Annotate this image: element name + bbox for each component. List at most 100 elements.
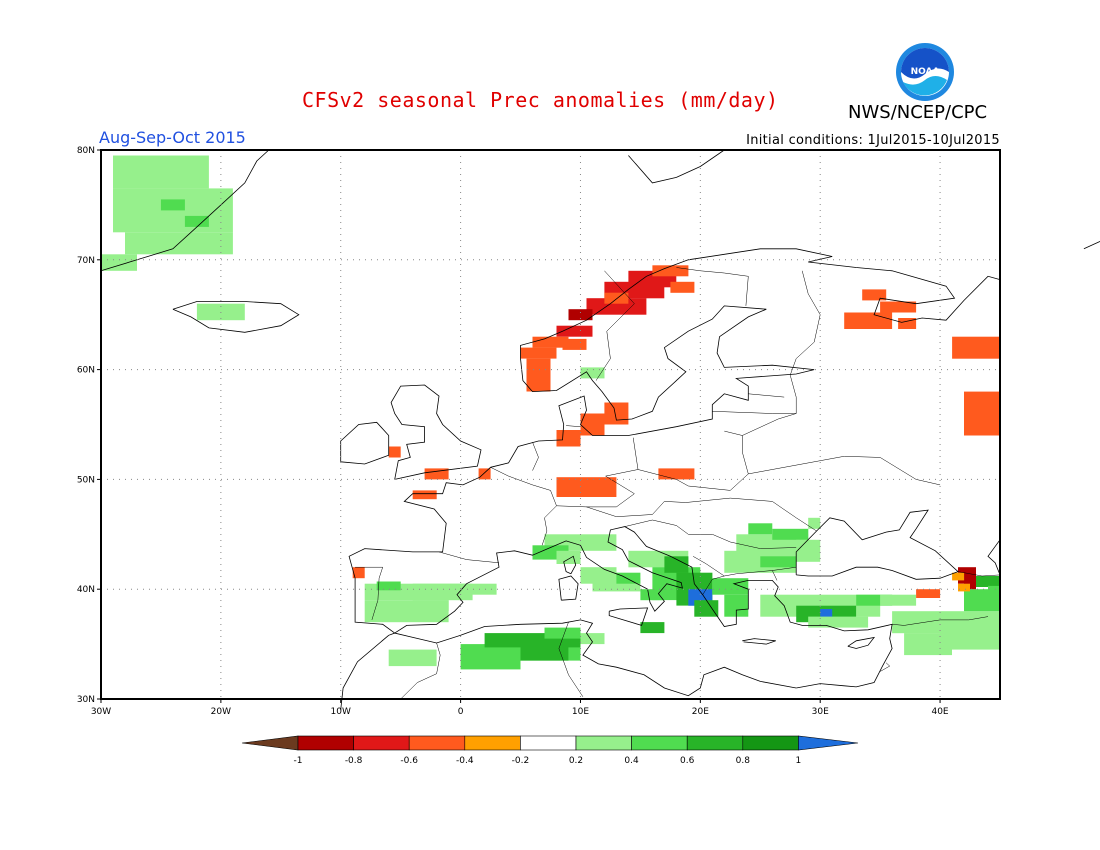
anomaly-cell — [526, 358, 551, 392]
anomaly-cell — [820, 609, 833, 620]
colorbar-swatch — [297, 735, 354, 751]
coastline — [390, 384, 482, 480]
anomaly-cell — [694, 600, 719, 617]
colorbar-swatch — [798, 735, 859, 751]
coastline — [1083, 240, 1100, 250]
anomaly-cell — [748, 523, 773, 535]
anomaly-cell — [658, 468, 695, 480]
anomaly-cell — [844, 312, 893, 329]
anomaly-cell — [664, 556, 689, 573]
lon-label: 10E — [572, 707, 589, 717]
season-label: Aug-Sep-Oct 2015 — [99, 128, 246, 147]
national-border — [730, 497, 817, 532]
anomaly-cell — [862, 289, 887, 301]
anomaly-cell — [604, 402, 629, 425]
anomaly-cell — [670, 281, 695, 293]
colorbar-label: 0.6 — [680, 756, 695, 766]
lat-label: 80N — [77, 146, 95, 156]
colorbar-swatch — [575, 735, 632, 751]
colorbar-swatch — [353, 735, 410, 751]
anomaly-cell — [586, 298, 647, 315]
colorbar-label: -0.8 — [345, 756, 363, 766]
anomaly-cell — [940, 627, 1000, 650]
lon-label: 30W — [91, 707, 111, 717]
colorbar-label: -0.6 — [400, 756, 418, 766]
anomaly-cell — [898, 318, 917, 329]
anomaly-cell — [113, 155, 209, 189]
anomaly-cell — [562, 338, 587, 350]
anomaly-cell — [760, 556, 797, 568]
colorbar-label: -1 — [294, 756, 303, 766]
lat-label: 30N — [77, 695, 95, 705]
anomaly-cell — [952, 572, 965, 581]
national-border — [566, 425, 581, 427]
coastline — [847, 636, 876, 649]
colorbar-label: 0.2 — [569, 756, 583, 766]
coastline — [100, 149, 270, 272]
lon-label: 0 — [458, 707, 464, 717]
anomaly-cell — [101, 254, 137, 271]
anomaly-cell — [376, 581, 401, 591]
anomaly-cell — [808, 517, 821, 529]
anomaly-cell — [424, 468, 449, 480]
colorbar-label: 0.4 — [624, 756, 639, 766]
coastline — [987, 539, 1001, 576]
anomaly-cell — [352, 567, 365, 579]
national-border — [879, 662, 891, 672]
anomaly-cell — [808, 616, 869, 628]
anomaly-cell — [904, 633, 952, 656]
coastline — [340, 619, 797, 711]
anomaly-cell — [196, 303, 245, 321]
noaa-logo-icon: NOAA — [896, 43, 954, 101]
national-border — [692, 556, 725, 595]
coastline — [340, 421, 390, 465]
anomaly-cell — [412, 490, 437, 500]
lon-label: 10W — [331, 707, 351, 717]
lat-label: 50N — [77, 475, 95, 485]
anomaly-cell — [544, 627, 581, 639]
anomaly-cell — [796, 539, 821, 562]
anomaly-cell — [478, 468, 491, 480]
colorbar-swatch — [742, 735, 799, 751]
anomaly-cell — [532, 336, 569, 348]
anomaly-cell — [988, 585, 1000, 597]
colorbar-label: 1 — [796, 756, 802, 766]
anomaly-cell — [604, 292, 629, 304]
lat-label: 60N — [77, 366, 95, 376]
colorbar-swatch — [241, 735, 299, 751]
national-border — [676, 267, 749, 306]
national-border — [355, 566, 384, 620]
anomaly-cell — [964, 391, 1000, 436]
national-border — [595, 270, 635, 381]
anomaly-cell — [448, 587, 467, 598]
lon-label: 30E — [812, 707, 829, 717]
coastline — [608, 607, 649, 626]
anomaly-cell — [880, 594, 917, 606]
national-border — [586, 497, 731, 517]
anomaly-cell — [388, 649, 437, 667]
lat-label: 40N — [77, 585, 95, 595]
national-border — [438, 551, 500, 564]
coastline — [795, 509, 959, 580]
anomaly-cell — [856, 594, 893, 606]
anomaly-cell — [652, 265, 689, 277]
anomaly-cell — [520, 347, 557, 359]
map-title: CFSv2 seasonal Prec anomalies (mm/day) — [302, 88, 779, 112]
national-border — [400, 642, 441, 700]
anomaly-cell — [412, 600, 449, 612]
colorbar-swatch — [631, 735, 688, 751]
anomaly-cell — [580, 633, 605, 645]
anomaly-cell — [640, 622, 665, 634]
anomaly-cell — [556, 550, 581, 564]
colorbar-label: -0.2 — [512, 756, 530, 766]
anomaly-cell — [184, 215, 209, 227]
coastline — [348, 248, 1001, 634]
lat-label: 70N — [77, 256, 95, 266]
anomaly-cell — [556, 477, 617, 497]
anomaly-cell — [958, 583, 970, 592]
national-border — [532, 442, 539, 471]
national-border — [724, 566, 797, 577]
anomaly-cell — [712, 578, 749, 595]
anomaly-cell — [388, 446, 401, 458]
